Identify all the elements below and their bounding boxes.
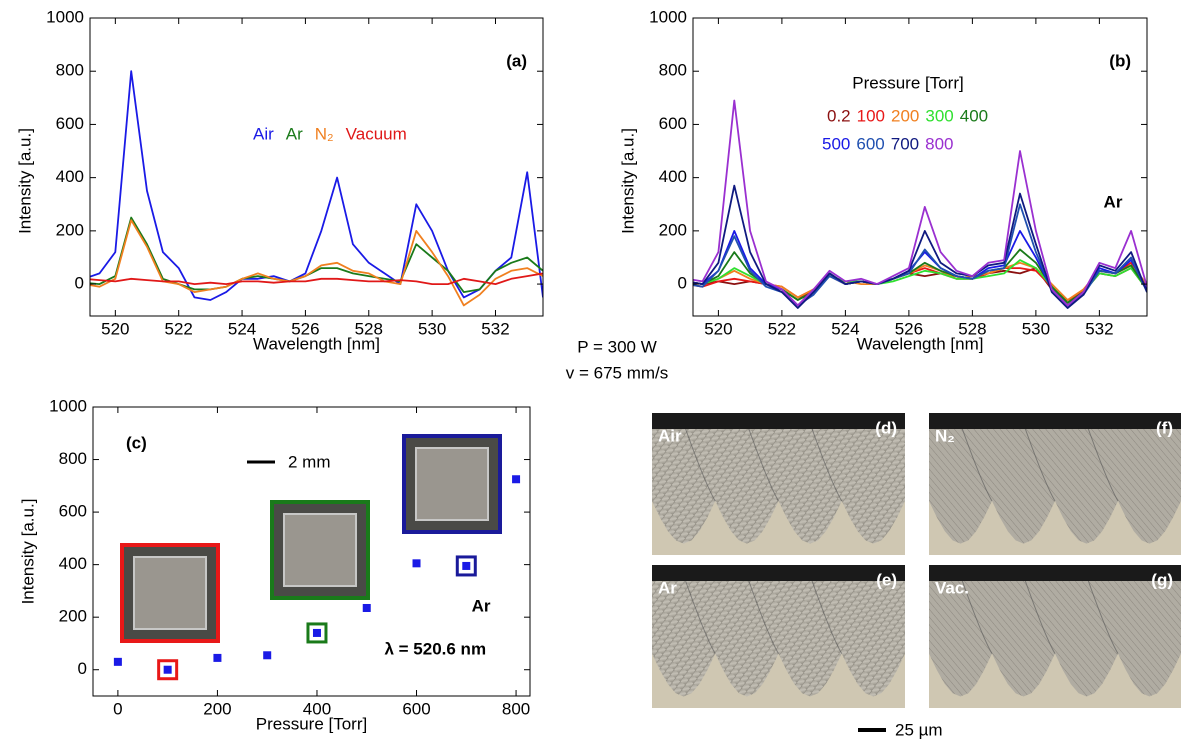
atmosphere-label: Vac.	[935, 578, 969, 597]
legend-entry: Air	[253, 124, 274, 143]
x-tick-label: 530	[418, 319, 446, 338]
x-tick-label: 522	[165, 319, 193, 338]
x-tick-label: 524	[228, 319, 256, 338]
x-axis-label: Pressure [Torr]	[256, 714, 367, 733]
micrographs: Air (d) N₂ (f) Ar (e) Vac. (g)	[652, 413, 1181, 708]
mount	[652, 565, 905, 581]
point	[313, 629, 321, 637]
y-tick-label: 800	[59, 449, 87, 468]
condition: v = 675 mm/s	[566, 363, 669, 382]
y-tick-label: 600	[659, 114, 687, 133]
atmosphere-label: N₂	[935, 426, 955, 445]
micrograph: Vac. (g)	[929, 565, 1181, 708]
y-tick-label: 1000	[649, 7, 687, 26]
x-tick-label: 520	[704, 319, 732, 338]
scale-bar-label: 2 mm	[288, 452, 331, 471]
y-tick-label: 0	[75, 274, 84, 293]
legend-entry: 700	[891, 134, 919, 153]
panel-label: (g)	[1151, 570, 1173, 589]
legend-entry: Vacuum	[346, 124, 407, 143]
y-tick-label: 1000	[49, 396, 87, 415]
panel-label: (d)	[875, 418, 897, 437]
y-tick-label: 400	[56, 167, 84, 186]
plot	[68, 71, 543, 305]
legend-entry: 500	[822, 134, 850, 153]
panel-label: (e)	[876, 570, 897, 589]
legend-entry: 200	[891, 106, 919, 125]
y-axis-label: Intensity [a.u.]	[618, 128, 637, 234]
y-tick-label: 200	[59, 607, 87, 626]
x-tick-label: 520	[101, 319, 129, 338]
point	[363, 604, 371, 612]
inset-square	[134, 557, 206, 629]
legend-entry: 800	[925, 134, 953, 153]
atmosphere-label: Ar	[658, 578, 677, 597]
annotation: (c)	[126, 433, 147, 452]
y-tick-label: 200	[659, 220, 687, 239]
y-tick-label: 200	[56, 220, 84, 239]
plot	[671, 101, 1147, 309]
series-line	[68, 71, 543, 300]
y-tick-label: 600	[56, 114, 84, 133]
annotation: (a)	[506, 51, 527, 70]
annotation: Ar	[1104, 192, 1123, 211]
point	[413, 559, 421, 567]
figure: P = 300 W v = 675 mm/s Air (d) N₂ (f) Ar (e) V…	[0, 0, 1187, 746]
x-tick-label: 532	[1085, 319, 1113, 338]
legend-entry: 600	[856, 134, 884, 153]
point	[462, 562, 470, 570]
x-tick-label: 532	[481, 319, 509, 338]
x-tick-label: 530	[1022, 319, 1050, 338]
scale-bar-label: 25 µm	[895, 720, 943, 739]
x-tick-label: 0	[113, 699, 122, 718]
y-axis-label: Intensity [a.u.]	[15, 128, 34, 234]
y-tick-label: 400	[659, 167, 687, 186]
legend-entry: Ar	[286, 124, 303, 143]
y-tick-label: 400	[59, 554, 87, 573]
y-tick-label: 1000	[46, 7, 84, 26]
panel-label: (f)	[1156, 418, 1173, 437]
legend-entry: 0.2	[827, 106, 851, 125]
x-tick-label: 200	[203, 699, 231, 718]
y-tick-label: 600	[59, 502, 87, 521]
y-axis-label: Intensity [a.u.]	[18, 499, 37, 605]
micrograph: N₂ (f)	[929, 413, 1181, 555]
point	[213, 654, 221, 662]
series-line	[671, 186, 1147, 308]
y-tick-label: 800	[56, 61, 84, 80]
plot-frame	[693, 18, 1147, 316]
annotation: λ = 520.6 nm	[384, 639, 486, 658]
point	[263, 651, 271, 659]
legend-title: Pressure [Torr]	[852, 73, 963, 92]
point	[512, 475, 520, 483]
inset-square	[284, 514, 356, 586]
legend-entry: 100	[857, 106, 885, 125]
x-tick-label: 522	[768, 319, 796, 338]
mount	[652, 413, 905, 429]
annotation: Ar	[472, 596, 491, 615]
y-tick-label: 0	[78, 659, 87, 678]
legend-entry: 400	[960, 106, 988, 125]
legend-entry: 300	[925, 106, 953, 125]
annotation: (b)	[1109, 51, 1131, 70]
micrograph: Ar (e)	[652, 565, 905, 708]
y-tick-label: 0	[678, 274, 687, 293]
atmosphere-label: Air	[658, 426, 682, 445]
x-tick-label: 800	[502, 699, 530, 718]
mount	[929, 413, 1181, 429]
x-tick-label: 524	[831, 319, 859, 338]
legend-entry: N₂	[315, 124, 334, 143]
condition: P = 300 W	[577, 337, 657, 356]
y-tick-label: 800	[659, 61, 687, 80]
series-line	[68, 273, 543, 284]
x-axis-label: Wavelength [nm]	[253, 334, 380, 353]
inset-square	[416, 448, 488, 520]
point	[114, 658, 122, 666]
x-tick-label: 600	[402, 699, 430, 718]
micrograph: Air (d)	[652, 413, 905, 555]
point	[164, 666, 172, 674]
x-axis-label: Wavelength [nm]	[857, 334, 984, 353]
